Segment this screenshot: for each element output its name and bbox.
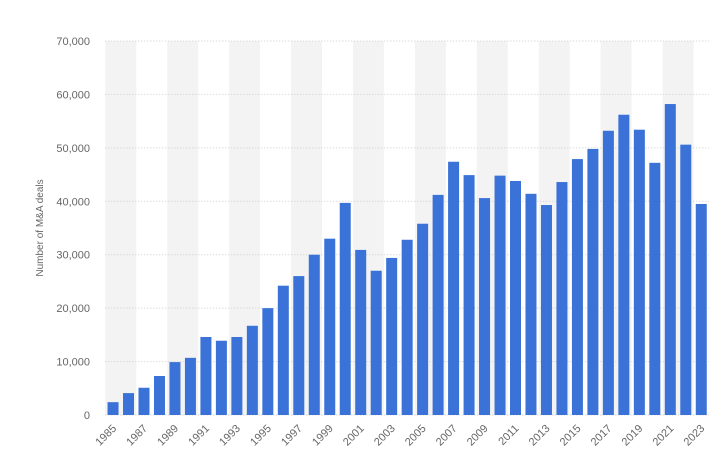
x-tick-label: 2003 bbox=[372, 423, 398, 449]
y-tick-label: 40,000 bbox=[56, 196, 90, 208]
bar bbox=[246, 325, 258, 415]
bar bbox=[153, 375, 165, 415]
y-tick-label: 50,000 bbox=[56, 143, 90, 155]
background-band bbox=[105, 41, 137, 415]
x-tick-label: 2007 bbox=[434, 423, 460, 449]
y-tick-label: 20,000 bbox=[56, 303, 90, 315]
bar bbox=[107, 402, 119, 415]
x-tick-label: 1993 bbox=[217, 423, 243, 449]
bar bbox=[680, 144, 692, 415]
bar bbox=[479, 198, 491, 415]
bar bbox=[215, 340, 227, 415]
bar bbox=[633, 129, 645, 416]
bar bbox=[339, 202, 351, 415]
y-tick-label: 70,000 bbox=[56, 36, 90, 48]
bar bbox=[184, 357, 196, 415]
bar bbox=[494, 175, 506, 415]
background-band bbox=[167, 41, 199, 415]
bar bbox=[293, 276, 305, 415]
bar bbox=[556, 182, 568, 415]
y-tick-label: 10,000 bbox=[56, 357, 90, 369]
x-tick-label: 2013 bbox=[527, 423, 553, 449]
bar bbox=[525, 193, 537, 415]
bar bbox=[138, 387, 150, 415]
x-tick-label: 2015 bbox=[558, 423, 584, 449]
x-tick-label: 2011 bbox=[496, 423, 521, 448]
bar bbox=[664, 104, 676, 415]
bar bbox=[432, 194, 444, 415]
x-tick-label: 2001 bbox=[341, 423, 367, 449]
x-tick-label: 2009 bbox=[465, 423, 491, 449]
bar bbox=[401, 239, 413, 415]
y-tick-label: 0 bbox=[84, 410, 90, 422]
bar bbox=[649, 162, 661, 415]
bar bbox=[169, 362, 181, 415]
bar bbox=[463, 175, 475, 415]
x-tick-label: 1995 bbox=[248, 423, 274, 449]
x-tick-label: 1997 bbox=[279, 423, 305, 449]
bar bbox=[355, 249, 367, 415]
y-axis-title: Number of M&A deals bbox=[35, 179, 46, 276]
bar bbox=[308, 254, 320, 415]
bar bbox=[540, 205, 552, 415]
bar bbox=[277, 285, 289, 415]
x-tick-label: 2017 bbox=[589, 423, 615, 449]
bar bbox=[618, 114, 630, 415]
bar bbox=[602, 130, 614, 415]
bar bbox=[262, 308, 274, 415]
y-tick-label: 30,000 bbox=[56, 250, 90, 262]
x-tick-label: 2005 bbox=[403, 423, 429, 449]
bar bbox=[324, 238, 336, 415]
x-tick-label: 2019 bbox=[620, 423, 646, 449]
x-tick-label: 1999 bbox=[310, 423, 336, 449]
bar bbox=[417, 223, 429, 415]
x-tick-label: 2023 bbox=[682, 423, 708, 449]
bar bbox=[510, 180, 522, 415]
bar bbox=[448, 161, 460, 415]
bar bbox=[587, 148, 599, 415]
bar bbox=[370, 270, 382, 415]
bar bbox=[231, 336, 243, 415]
bar bbox=[200, 336, 212, 415]
bar bbox=[386, 257, 398, 415]
x-tick-label: 2021 bbox=[651, 423, 677, 449]
x-tick-label: 1987 bbox=[124, 423, 150, 449]
bar bbox=[123, 393, 135, 415]
x-tick-label: 1991 bbox=[186, 423, 212, 449]
y-tick-label: 60,000 bbox=[56, 89, 90, 101]
x-tick-label: 1989 bbox=[155, 423, 181, 449]
bar bbox=[571, 159, 583, 415]
x-tick-label: 1985 bbox=[93, 423, 119, 449]
bar bbox=[695, 203, 707, 415]
